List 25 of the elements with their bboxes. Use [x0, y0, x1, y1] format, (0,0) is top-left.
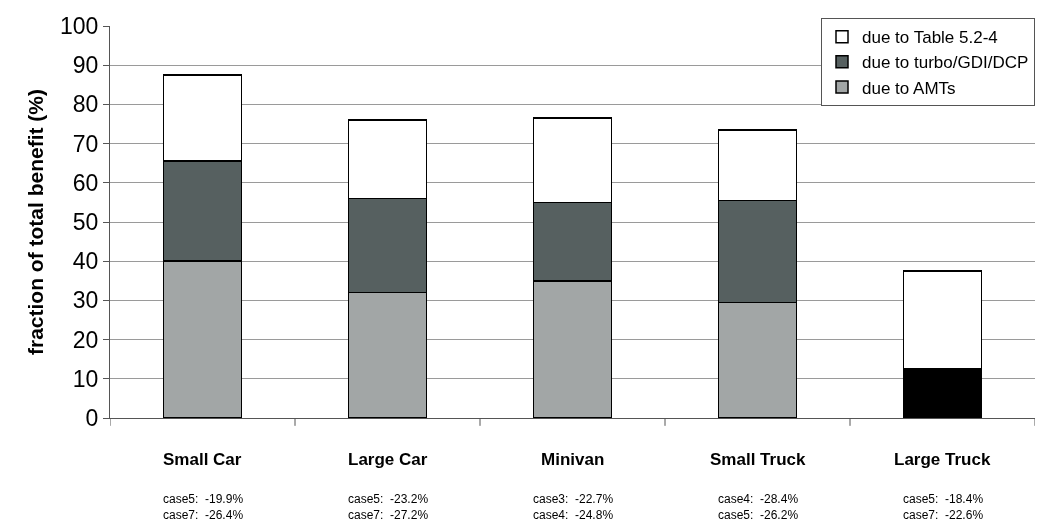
y-tick-label: 40: [72, 248, 99, 275]
text: case5: -23.2% case7: -27.2%: [348, 492, 429, 522]
y-tick-label: 50: [72, 209, 99, 236]
y-tick-label: 30: [72, 287, 99, 314]
y-tick-label: 80: [72, 91, 99, 118]
y-tick-label: 10: [72, 365, 99, 392]
y-tick-label: 70: [72, 130, 99, 157]
x-tick-label: Large Truck: [894, 450, 991, 469]
x-tick-label: Large Car: [348, 450, 428, 469]
x-tick-label: Minivan: [541, 450, 605, 469]
x-tick-label: Small Car: [163, 450, 242, 469]
text: case4: -28.4% case5: -26.2%: [718, 492, 799, 522]
x-tick-label: Small Truck: [710, 450, 806, 469]
y-tick-label: 100: [60, 13, 99, 40]
legend-label: due to turbo/GDI/DCP: [862, 53, 1029, 73]
text: case5: -19.9% case7: -26.4%: [163, 492, 244, 522]
text: case5: -18.4% case7: -22.6%: [903, 492, 984, 522]
text: case3: -22.7% case4: -24.8%: [533, 492, 614, 522]
y-tick-label: 90: [72, 52, 99, 79]
legend-label: due to AMTs: [862, 78, 956, 98]
y-tick-label: 60: [72, 169, 99, 196]
y-axis-title: fraction of total benefit (%): [24, 89, 48, 355]
y-tick-label: 20: [72, 326, 99, 353]
legend-label: due to Table 5.2-4: [862, 28, 998, 48]
y-tick-label: 0: [85, 405, 99, 432]
